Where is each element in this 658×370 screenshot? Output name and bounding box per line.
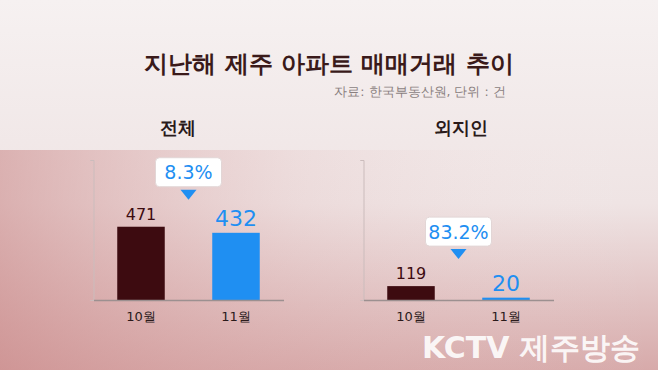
x-axis: 10월 11월 (364, 301, 554, 325)
annotation-arrow (451, 249, 467, 259)
background-tint (0, 150, 658, 370)
chart-panel: 외지인 10월 11월 119 20 83.2% (361, 117, 555, 324)
data-label: 20 (492, 271, 520, 296)
annotation-box (156, 158, 222, 187)
x-axis: 10월 11월 (94, 301, 284, 325)
annotation-arrow (181, 190, 197, 200)
y-tick-mark (91, 300, 94, 301)
annotation: 8.3% (156, 158, 222, 200)
y-tick (361, 160, 364, 161)
background (0, 0, 658, 370)
y-axis (361, 161, 365, 301)
y-tick (361, 300, 364, 301)
y-tick (91, 300, 94, 301)
data-label: 432 (215, 206, 257, 231)
annotation-text: 83.2% (428, 221, 488, 243)
x-axis-line (364, 300, 554, 302)
bars (117, 227, 260, 300)
x-tick: 11월 (221, 309, 251, 324)
x-tick-label: 11월 (491, 309, 521, 324)
y-tick-mark (361, 160, 364, 161)
y-axis-line (91, 161, 95, 301)
watermark: KCTV 제주방송 (422, 330, 640, 365)
title: 지난해 제주 아파트 매매거래 추이 (144, 50, 513, 78)
panel-title: 외지인 (434, 117, 488, 138)
subtitle: 자료: 한국부동산원, 단위 : 건 (334, 84, 505, 99)
y-tick (91, 160, 94, 161)
x-tick-label: 10월 (396, 309, 426, 324)
annotation-text: 8.3% (164, 161, 212, 183)
x-tick: 10월 (396, 309, 426, 324)
bar (387, 286, 435, 300)
x-tick: 11월 (491, 309, 521, 324)
y-axis (91, 161, 95, 301)
bar (482, 298, 530, 300)
y-axis-line (361, 161, 365, 301)
data-label: 471 (126, 205, 157, 224)
y-tick-mark (361, 300, 364, 301)
y-tick-mark (91, 160, 94, 161)
annotation-box (426, 217, 492, 246)
chart-root: 지난해 제주 아파트 매매거래 추이자료: 한국부동산원, 단위 : 건전체 10… (0, 0, 658, 370)
bar (117, 227, 165, 300)
x-tick-label: 11월 (221, 309, 251, 324)
x-axis-line (94, 300, 284, 302)
chart-panel: 전체 10월 11월 471 432 8.3% (91, 117, 285, 324)
panel-title: 전체 (160, 117, 196, 138)
x-tick: 10월 (126, 309, 156, 324)
bar (212, 233, 260, 300)
data-label: 119 (396, 264, 427, 283)
annotation: 83.2% (426, 217, 492, 259)
x-tick-label: 10월 (126, 309, 156, 324)
